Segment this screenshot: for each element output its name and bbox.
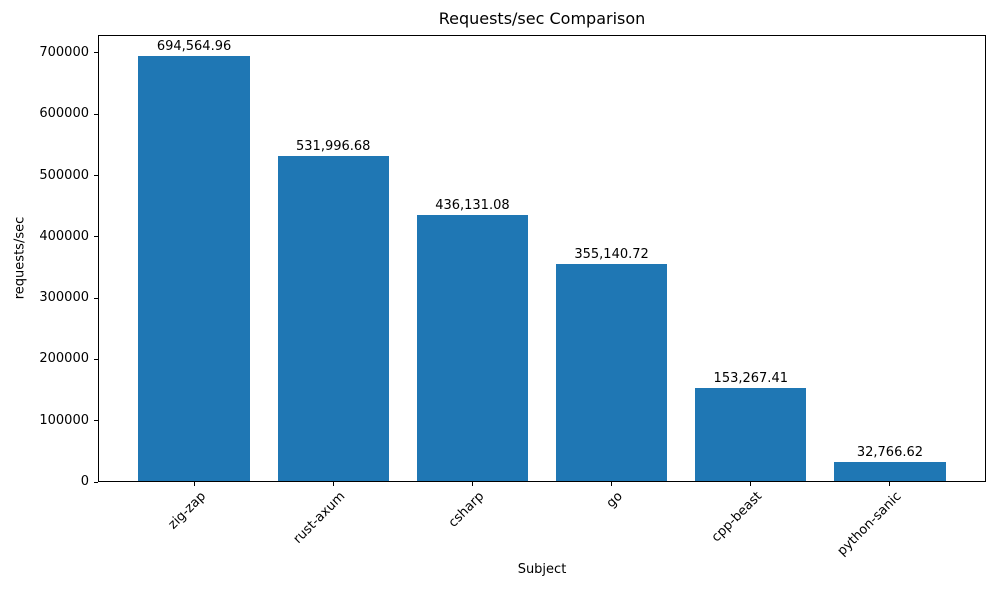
y-tick-label: 0: [80, 474, 89, 489]
y-tick-mark: [94, 358, 98, 360]
y-tick-label: 400000: [39, 228, 89, 244]
bar-rust-axum: [277, 155, 389, 482]
x-tick-label: csharp: [445, 489, 488, 531]
y-tick-label: 300000: [39, 290, 89, 306]
bar-python-sanic: [834, 461, 946, 482]
y-tick-label: 500000: [39, 167, 89, 183]
bar-zig-zap: [138, 56, 250, 482]
bar-csharp: [416, 214, 529, 482]
bar-value-label: 694,564.96: [156, 39, 232, 55]
bar-value-label: 531,996.68: [296, 138, 371, 154]
y-tick-mark: [94, 52, 98, 54]
x-tick-mark: [193, 482, 195, 486]
x-tick-mark: [889, 482, 891, 486]
y-tick-mark: [94, 175, 98, 177]
y-tick-mark: [94, 481, 98, 483]
y-tick-label: 600000: [39, 106, 89, 122]
x-axis-label: Subject: [517, 562, 567, 577]
bar-value-label: 436,131.08: [435, 197, 510, 213]
y-tick-label: 700000: [39, 44, 89, 60]
y-tick-mark: [94, 236, 98, 238]
x-tick-label: zig-zap: [165, 489, 209, 533]
x-tick-mark: [471, 482, 473, 486]
bar-cpp-beast: [695, 388, 807, 482]
y-tick-mark: [94, 420, 98, 422]
y-tick-mark: [94, 113, 98, 115]
x-tick-mark: [750, 482, 752, 486]
y-tick-label: 100000: [39, 412, 89, 428]
bar-go: [555, 264, 668, 482]
x-tick-mark: [611, 482, 613, 486]
x-tick-label: python-sanic: [834, 489, 905, 559]
bar-value-label: 153,267.41: [713, 371, 788, 387]
x-tick-label: rust-axum: [290, 489, 348, 547]
bar-value-label: 355,140.72: [574, 247, 649, 263]
y-tick-mark: [94, 297, 98, 299]
x-tick-label: go: [604, 489, 627, 512]
bar-value-label: 32,766.62: [856, 444, 924, 460]
y-tick-label: 200000: [39, 351, 89, 367]
x-tick-mark: [332, 482, 334, 486]
chart-title: Requests/sec Comparison: [438, 9, 646, 28]
x-tick-label: cpp-beast: [709, 489, 766, 546]
